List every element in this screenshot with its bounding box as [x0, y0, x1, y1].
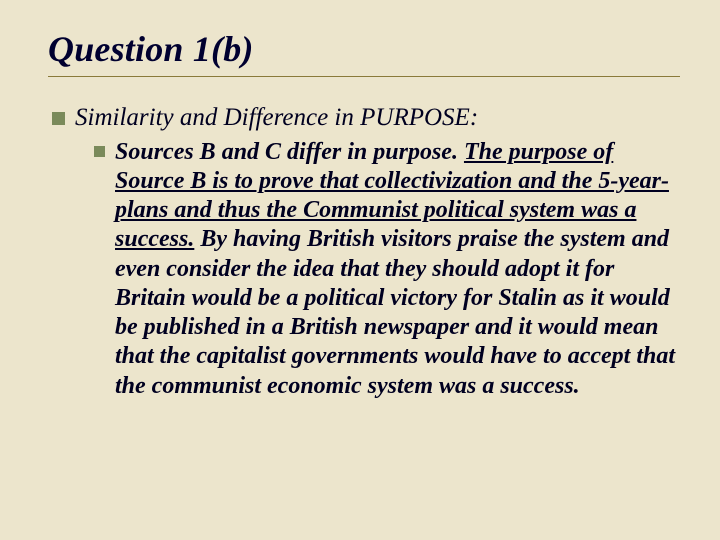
level2-text: Sources B and C differ in purpose. The p… — [115, 138, 675, 401]
level1-text: Similarity and Difference in PURPOSE: — [75, 103, 478, 134]
bullet-level1: Similarity and Difference in PURPOSE: — [52, 103, 680, 134]
square-bullet-icon — [94, 146, 105, 157]
level2-suffix: By having British visitors praise the sy… — [115, 226, 675, 398]
bullet-level2: Sources B and C differ in purpose. The p… — [94, 138, 680, 401]
square-bullet-icon — [52, 112, 65, 125]
slide-title: Question 1(b) — [48, 28, 680, 70]
slide: Question 1(b) Similarity and Difference … — [0, 0, 720, 540]
title-underline — [48, 76, 680, 77]
level2-prefix: Sources B and C differ in purpose. — [115, 139, 464, 165]
